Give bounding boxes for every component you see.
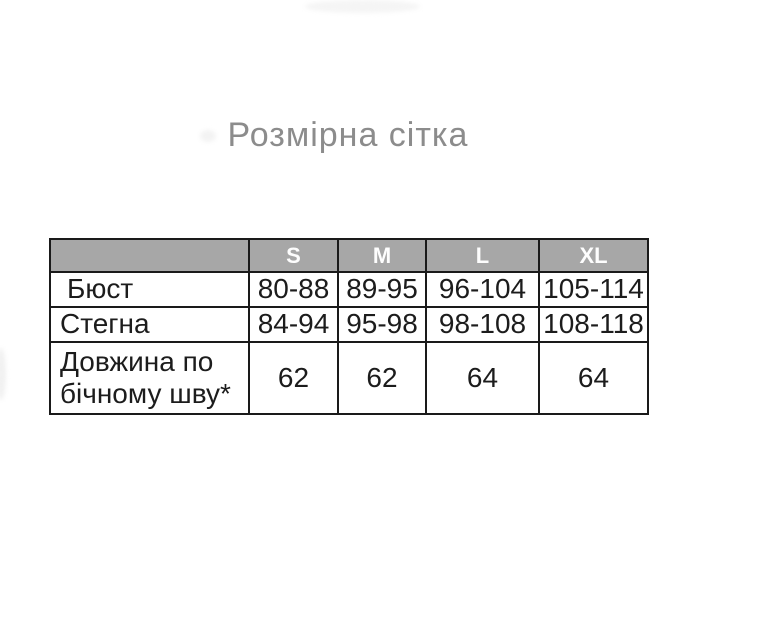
row-label-bust: Бюст bbox=[49, 271, 250, 308]
cell-hips-s: 84-94 bbox=[248, 306, 339, 343]
size-table: S M L XL Бюст 80-88 89-95 96-104 105-114… bbox=[49, 238, 649, 415]
cell-bust-l: 96-104 bbox=[425, 271, 540, 308]
header-cell-label bbox=[49, 238, 250, 273]
header-cell-size-xl: XL bbox=[538, 238, 649, 273]
left-edge-artifact bbox=[0, 348, 6, 400]
header-cell-size-m: M bbox=[337, 238, 427, 273]
row-label-hips: Стегна bbox=[49, 306, 250, 343]
table-row-hips: Стегна 84-94 95-98 98-108 108-118 bbox=[49, 306, 649, 343]
cell-hips-m: 95-98 bbox=[337, 306, 427, 343]
cell-bust-m: 89-95 bbox=[337, 271, 427, 308]
header-cell-size-s: S bbox=[248, 238, 339, 273]
row-label-side-seam-length: Довжина по бічному шву* bbox=[49, 341, 250, 415]
cell-bust-xl: 105-114 bbox=[538, 271, 649, 308]
cell-length-m: 62 bbox=[337, 341, 427, 415]
table-row-side-seam-length: Довжина по бічному шву* 62 62 64 64 bbox=[49, 341, 649, 415]
cell-length-xl: 64 bbox=[538, 341, 649, 415]
header-cell-size-l: L bbox=[425, 238, 540, 273]
page-title: Розмірна сітка bbox=[227, 116, 469, 154]
table-header-row: S M L XL bbox=[49, 238, 649, 273]
cell-bust-s: 80-88 bbox=[248, 271, 339, 308]
cell-length-l: 64 bbox=[425, 341, 540, 415]
cell-length-s: 62 bbox=[248, 341, 339, 415]
cell-hips-xl: 108-118 bbox=[538, 306, 649, 343]
title-left-artifact bbox=[200, 130, 216, 142]
top-edge-artifact bbox=[305, 0, 420, 13]
cell-hips-l: 98-108 bbox=[425, 306, 540, 343]
table-row-bust: Бюст 80-88 89-95 96-104 105-114 bbox=[49, 271, 649, 308]
